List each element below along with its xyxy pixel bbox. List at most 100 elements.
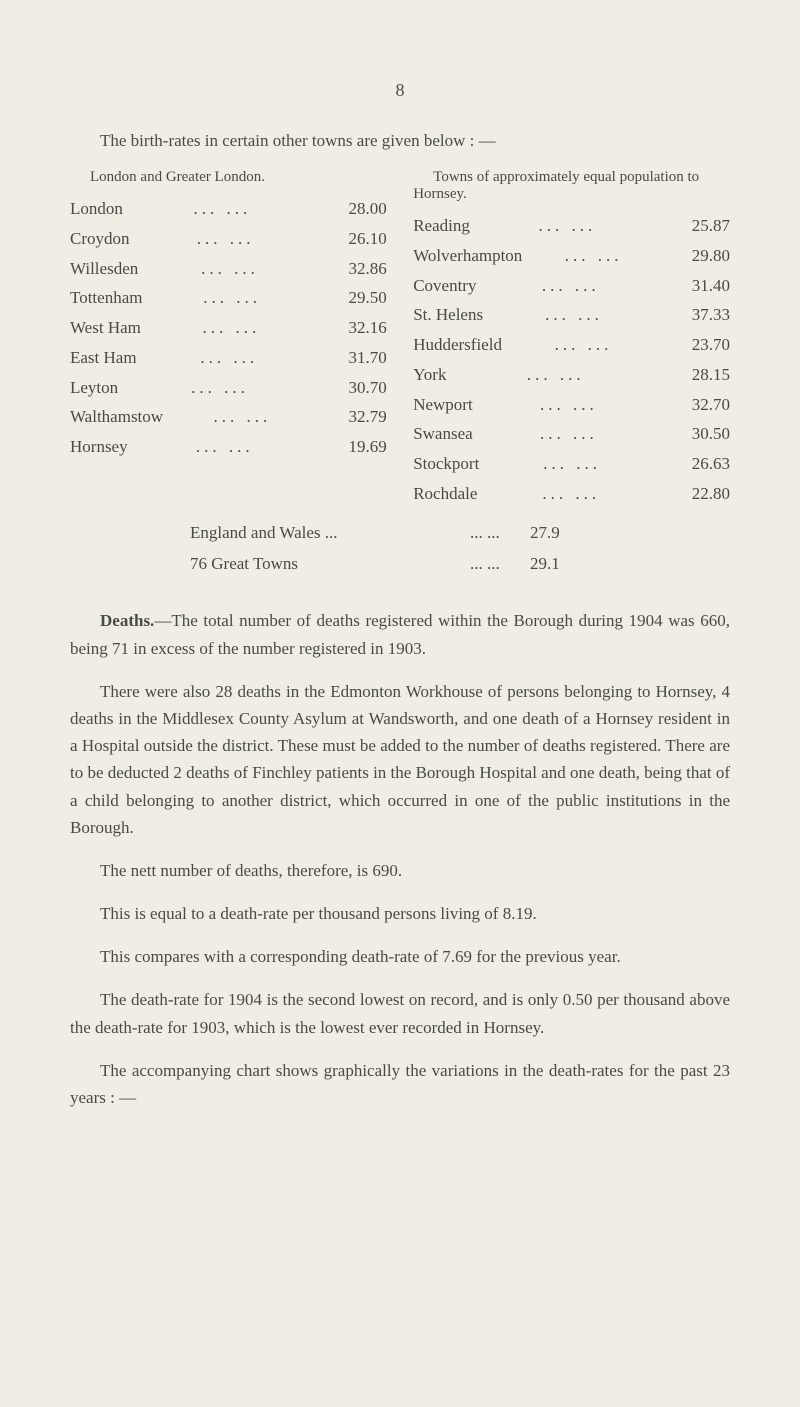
row-value: 26.10 (322, 224, 387, 254)
summary-dots: ... ... (470, 548, 500, 579)
paragraph-5: This compares with a corresponding death… (70, 943, 730, 970)
row-label: Leyton (70, 373, 118, 403)
data-row: Reading ... ... 25.87 (413, 211, 730, 241)
row-value: 25.87 (665, 211, 730, 241)
row-label: West Ham (70, 313, 141, 343)
row-dots: ... ... (187, 224, 265, 254)
row-dots: ... ... (530, 390, 608, 420)
row-label: Huddersfield (413, 330, 502, 360)
deaths-text: —The total number of deaths registered w… (70, 611, 730, 657)
paragraph-deaths: Deaths.—The total number of deaths regis… (70, 607, 730, 661)
row-label: Reading (413, 211, 470, 241)
row-value: 29.50 (322, 283, 387, 313)
data-row: York ... ... 28.15 (413, 360, 730, 390)
row-label: Willesden (70, 254, 138, 284)
row-label: Rochdale (413, 479, 477, 509)
row-label: Walthamstow (70, 402, 163, 432)
row-value: 19.69 (322, 432, 387, 462)
deaths-lead: Deaths. (100, 611, 154, 630)
row-dots: ... ... (533, 449, 611, 479)
data-row: Swansea... ...30.50 (413, 419, 730, 449)
data-row: St. Helens ... ... 37.33 (413, 300, 730, 330)
data-row: Croydon ... ... 26.10 (70, 224, 387, 254)
data-row: Coventry ... ... 31.40 (413, 271, 730, 301)
row-value: 32.79 (322, 402, 387, 432)
data-row: Newport ... ... 32.70 (413, 390, 730, 420)
summary-label: England and Wales ... (190, 517, 470, 548)
row-dots: ... ... (532, 271, 610, 301)
right-column-rows: Reading... ...25.87Wolverhampton... ...2… (413, 211, 730, 509)
row-dots: ... ... (545, 330, 623, 360)
data-row: West Ham ... ... 32.16 (70, 313, 387, 343)
row-dots: ... ... (192, 313, 270, 343)
row-dots: ... ... (535, 300, 613, 330)
row-value: 28.15 (665, 360, 730, 390)
right-column-header: Towns of approximately equal population … (413, 169, 730, 203)
row-label: Tottenham (70, 283, 142, 313)
row-value: 32.16 (322, 313, 387, 343)
row-dots: ... ... (532, 479, 610, 509)
birth-rate-columns: London and Greater London. London ... ...… (70, 169, 730, 509)
left-column-rows: London... ...28.00Croydon... ...26.10Wil… (70, 194, 387, 462)
row-label: East Ham (70, 343, 137, 373)
summary-value: 29.1 (500, 548, 560, 579)
paragraph-3: The nett number of deaths, therefore, is… (70, 857, 730, 884)
row-label: St. Helens (413, 300, 483, 330)
row-dots: ... ... (186, 432, 264, 462)
data-row: Huddersfield ... ... 23.70 (413, 330, 730, 360)
row-label: Stockport (413, 449, 479, 479)
row-label: Hornsey (70, 432, 128, 462)
row-label: Newport (413, 390, 472, 420)
row-value: 26.63 (665, 449, 730, 479)
row-label: Croydon (70, 224, 130, 254)
row-value: 32.70 (665, 390, 730, 420)
row-value: 31.70 (322, 343, 387, 373)
data-row: Willesden ... ... 32.86 (70, 254, 387, 284)
paragraph-4: This is equal to a death-rate per thousa… (70, 900, 730, 927)
row-dots: ... ... (204, 402, 282, 432)
row-value: 23.70 (665, 330, 730, 360)
left-column: London and Greater London. London ... ...… (70, 169, 387, 509)
row-value: 29.80 (665, 241, 730, 271)
row-dots: ... ... (191, 254, 269, 284)
data-row: Hornsey ... ... 19.69 (70, 432, 387, 462)
row-value: 37.33 (665, 300, 730, 330)
row-dots: ... ... (555, 241, 633, 271)
summary-value: 27.9 (500, 517, 560, 548)
row-dots: ... ... (183, 194, 261, 224)
summary-row: 76 Great Towns... ...29.1 (190, 548, 730, 579)
summary-row: England and Wales ...... ...27.9 (190, 517, 730, 548)
row-label: London (70, 194, 123, 224)
row-dots: ... ... (190, 343, 268, 373)
paragraph-7: The accompanying chart shows graphically… (70, 1057, 730, 1111)
row-dots: ... ... (193, 283, 271, 313)
row-value: 22.80 (665, 479, 730, 509)
data-row: Wolverhampton ... ... 29.80 (413, 241, 730, 271)
intro-text: The birth-rates in certain other towns a… (70, 131, 730, 151)
data-row: Stockport ... ... 26.63 (413, 449, 730, 479)
left-column-header: London and Greater London. (70, 169, 387, 186)
data-row: London ... ... 28.00 (70, 194, 387, 224)
row-value: 30.50 (665, 419, 730, 449)
row-value: 31.40 (665, 271, 730, 301)
data-row: Tottenham ... ... 29.50 (70, 283, 387, 313)
paragraph-2: There were also 28 deaths in the Edmonto… (70, 678, 730, 841)
row-dots: ... ... (529, 211, 607, 241)
data-row: Rochdale ... ... 22.80 (413, 479, 730, 509)
row-value: 30.70 (322, 373, 387, 403)
page-number: 8 (70, 80, 730, 101)
document-page: 8 The birth-rates in certain other towns… (0, 0, 800, 1407)
row-dots: ... ... (181, 373, 259, 403)
data-row: Walthamstow ... ... 32.79 (70, 402, 387, 432)
row-dots: ... ... (530, 419, 608, 449)
paragraph-6: The death-rate for 1904 is the second lo… (70, 986, 730, 1040)
row-label: Wolverhampton (413, 241, 522, 271)
row-dots: ... ... (517, 360, 595, 390)
row-label: York (413, 360, 446, 390)
right-column: Towns of approximately equal population … (413, 169, 730, 509)
data-row: Leyton ... ... 30.70 (70, 373, 387, 403)
row-value: 32.86 (322, 254, 387, 284)
row-label: Coventry (413, 271, 476, 301)
row-value: 28.00 (322, 194, 387, 224)
data-row: East Ham ... ... 31.70 (70, 343, 387, 373)
